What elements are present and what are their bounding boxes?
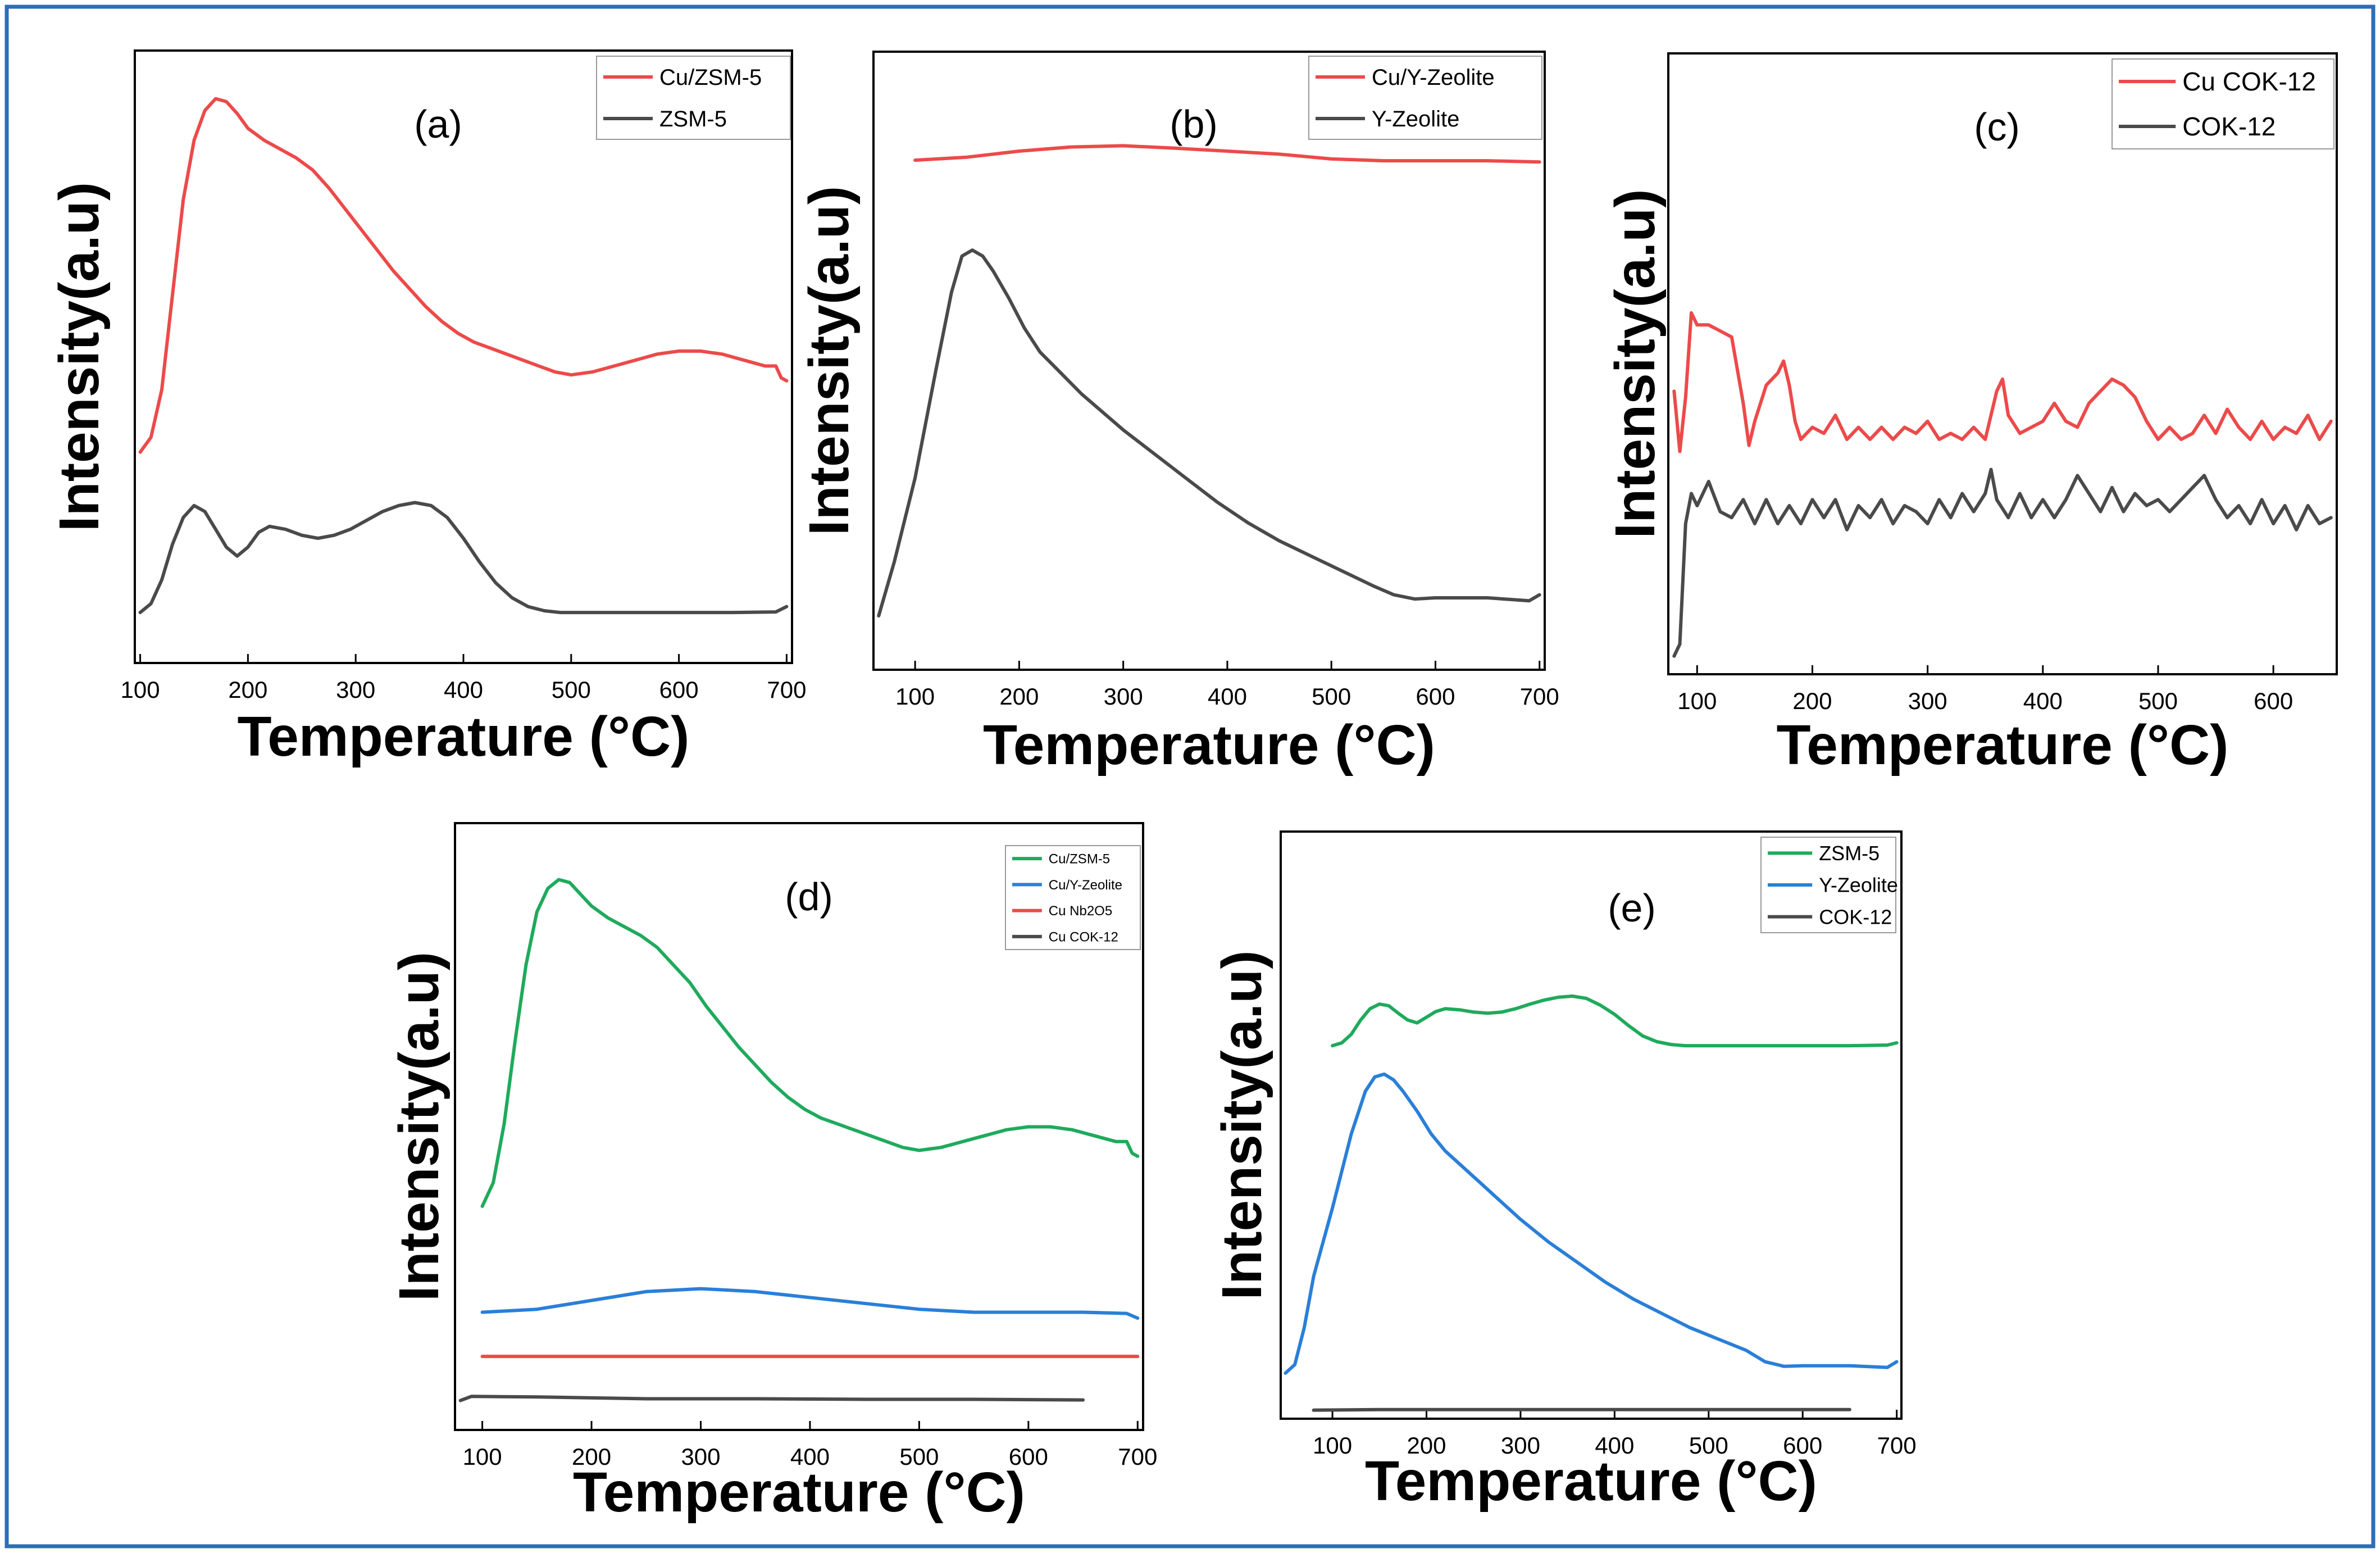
panel-c: (c) Intensity(a.u) Temperature (°C) 100 2… <box>1604 52 2338 776</box>
x-tick-label: 600 <box>1783 1432 1822 1459</box>
y-axis-label: Intensity(a.u) <box>1211 950 1273 1300</box>
x-tick-label: 200 <box>572 1443 611 1470</box>
legend-label: Cu COK-12 <box>1049 929 1118 944</box>
series-line-1 <box>877 248 1541 617</box>
legend-label: COK-12 <box>1819 905 1892 928</box>
y-axis-label: Intensity(a.u) <box>798 186 861 535</box>
x-tick-label: 300 <box>1908 688 1947 714</box>
plot-area: 100 200 300 400 500 600 700 ZSM-5 Y-Zeolite COK-1… <box>1280 830 1917 1459</box>
x-tick-label: 500 <box>1312 683 1351 710</box>
x-tick-label: 700 <box>1877 1432 1917 1459</box>
x-tick-label: 200 <box>1792 688 1832 714</box>
x-tick-label: 400 <box>1208 683 1247 710</box>
series-line-1 <box>1672 467 2333 658</box>
x-tick-label: 600 <box>659 676 699 703</box>
panel-label: (b) <box>1169 102 1218 146</box>
panel-label: (e) <box>1608 886 1656 930</box>
x-tick-label: 700 <box>1520 683 1559 710</box>
legend: Cu COK-12 COK-12 <box>2111 58 2335 149</box>
panel-label: (a) <box>414 102 462 146</box>
x-tick-label: 100 <box>895 683 935 710</box>
y-axis-label: Intensity(a.u) <box>1604 189 1667 538</box>
panel-label: (d) <box>785 875 833 919</box>
x-tick-label: 200 <box>228 676 267 703</box>
x-tick-label: 300 <box>1501 1432 1540 1459</box>
series-line-0 <box>480 878 1140 1208</box>
legend-label: Cu/Y-Zeolite <box>1049 878 1122 893</box>
legend-box <box>1005 845 1141 950</box>
legend-label: Cu/Y-Zeolite <box>1372 65 1495 90</box>
legend-box <box>596 56 791 140</box>
plot-area: 100 200 300 400 500 600 700 Cu/ZSM-5 ZSM-5 <box>121 49 806 703</box>
series-line-1 <box>138 501 789 615</box>
x-tick-label: 100 <box>463 1443 502 1470</box>
legend-label: COK-12 <box>2182 112 2276 141</box>
series-line-1 <box>480 1287 1140 1320</box>
y-axis-label: Intensity(a.u) <box>48 182 111 532</box>
series-line-0 <box>1672 311 2333 453</box>
x-tick-label: 200 <box>1407 1432 1446 1459</box>
series-line-3 <box>458 1395 1085 1402</box>
legend-label: ZSM-5 <box>659 107 727 131</box>
legend-label: ZSM-5 <box>1819 842 1880 865</box>
figure-border <box>4 4 2376 1549</box>
x-tick-label: 600 <box>1009 1443 1048 1470</box>
y-axis-label: Intensity(a.u) <box>388 952 450 1301</box>
x-tick-label: 500 <box>2138 688 2178 714</box>
x-tick-label: 500 <box>552 676 591 703</box>
plot-frame <box>454 822 1144 1431</box>
x-axis-label: Temperature (°C) <box>238 705 690 768</box>
legend-label: Y-Zeolite <box>1819 874 1898 897</box>
x-tick-label: 500 <box>899 1443 939 1470</box>
panel-e: (e) Intensity(a.u) Temperature (°C) 100 2… <box>1211 830 1917 1513</box>
plot-area: 100 200 300 400 500 600 700 Cu/ZSM-5 Cu/Y-Zeolit… <box>454 822 1157 1470</box>
x-tick-label: 600 <box>1416 683 1455 710</box>
series-line-1 <box>1284 1072 1899 1375</box>
x-tick-label: 400 <box>444 676 483 703</box>
x-tick-label: 200 <box>999 683 1039 710</box>
legend-label: Y-Zeolite <box>1372 107 1459 131</box>
plot-frame <box>1667 52 2338 675</box>
plot-frame <box>1280 830 1903 1420</box>
x-tick-label: 400 <box>2023 688 2063 714</box>
legend-label: Cu/ZSM-5 <box>1049 852 1110 867</box>
x-tick-label: 100 <box>1677 688 1717 714</box>
x-tick-label: 300 <box>1104 683 1143 710</box>
series-line-0 <box>913 144 1541 164</box>
x-tick-label: 100 <box>1313 1432 1352 1459</box>
legend: Cu/ZSM-5 ZSM-5 <box>596 56 791 140</box>
x-tick-label: 500 <box>1689 1432 1728 1459</box>
x-tick-label: 300 <box>336 676 375 703</box>
x-tick-label: 600 <box>2254 688 2293 714</box>
plot-frame <box>872 51 1546 671</box>
legend-box <box>2111 58 2335 149</box>
x-tick-label: 700 <box>1118 1443 1157 1470</box>
legend-box <box>1308 56 1542 140</box>
legend-label: Cu COK-12 <box>2182 67 2316 96</box>
panel-d: (d) Intensity(a.u) Temperature (°C) 100 2… <box>388 822 1157 1524</box>
x-tick-label: 400 <box>790 1443 830 1470</box>
plot-area: 100 200 300 400 500 600 Cu COK-12 COK-12 <box>1667 52 2338 714</box>
x-tick-label: 100 <box>121 676 160 703</box>
panel-a: (a) Intensity(a.u) Temperature (°C) 100 2… <box>48 49 806 768</box>
legend-label: Cu Nb2O5 <box>1049 903 1112 919</box>
panel-b: (b) Intensity(a.u) Temperature (°C) 100 2… <box>798 51 1559 776</box>
x-tick-label: 300 <box>681 1443 720 1470</box>
x-tick-label: 400 <box>1595 1432 1634 1459</box>
legend: Cu/ZSM-5 Cu/Y-Zeolite Cu Nb2O5 Cu COK-12 <box>1005 845 1141 950</box>
plot-area: 100 200 300 400 500 600 700 Cu/Y-Zeolite Y-Zeoli… <box>872 51 1559 710</box>
x-tick-label: 700 <box>767 676 806 703</box>
legend-label: Cu/ZSM-5 <box>659 65 762 90</box>
legend: ZSM-5 Y-Zeolite COK-12 <box>1760 837 1898 933</box>
x-axis-label: Temperature (°C) <box>573 1461 1025 1524</box>
legend: Cu/Y-Zeolite Y-Zeolite <box>1308 56 1542 140</box>
series-line-0 <box>138 97 789 454</box>
x-axis-label: Temperature (°C) <box>1777 714 2229 776</box>
panel-label: (c) <box>1974 105 2020 149</box>
series-line-0 <box>1331 994 1899 1048</box>
x-axis-label: Temperature (°C) <box>1365 1450 1817 1513</box>
x-axis-label: Temperature (°C) <box>983 714 1435 776</box>
